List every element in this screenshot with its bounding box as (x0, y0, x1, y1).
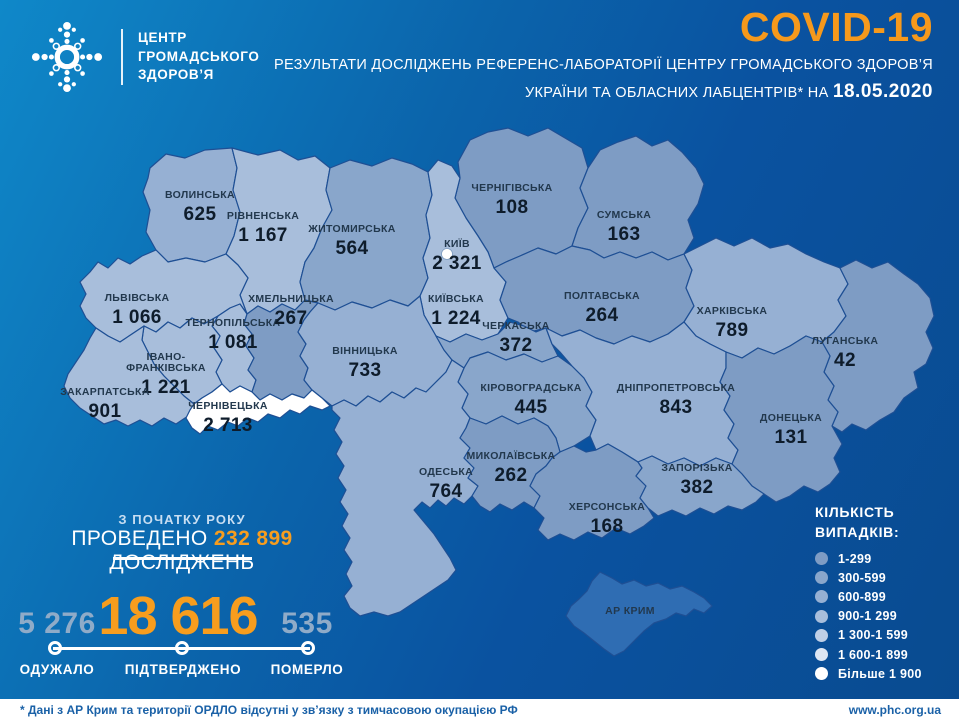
recovered-label: ОДУЖАЛО (19, 662, 95, 677)
stats-kicker: З ПОЧАТКУ РОКУ (118, 512, 246, 527)
legend-dot-icon (815, 552, 828, 566)
legend-items: 1-299 300-599 600-899 900-1 299 1 300-1 … (815, 549, 922, 683)
died-label: ПОМЕРЛО (270, 662, 344, 677)
kyiv-city-marker (441, 248, 453, 260)
brand-block: ЦЕНТР ГРОМАДСЬКОГО ЗДОРОВ’Я (30, 16, 259, 98)
report-date: 18.05.2020 (832, 80, 933, 102)
legend-item: 300-599 (815, 568, 922, 587)
legend-title: КІЛЬКІСТЬ ВИПАДКІВ: (815, 504, 900, 540)
legend-dot-icon (815, 609, 828, 623)
recovered-count: 5 276 (18, 607, 96, 640)
confirmed-label: ПІДТВЕРДЖЕНО (124, 662, 242, 677)
region-odeska (331, 359, 479, 617)
tests-count: 232 899 (213, 527, 293, 550)
region-chernivetska (185, 383, 331, 435)
legend-dot-icon (815, 667, 828, 681)
legend-item: 1 300-1 599 (815, 626, 922, 645)
region-zakarpatska (63, 325, 195, 427)
legend-dot-icon (815, 628, 828, 642)
region-mykolaivska (459, 415, 561, 513)
region-kharkivska (683, 237, 849, 359)
footer: * Дані з АР Крим та території ОРДЛО відс… (0, 699, 959, 720)
page-title: COVID-19 (739, 4, 933, 50)
legend-dot-icon (815, 648, 828, 662)
stats-divider (113, 557, 252, 560)
region-sumska (571, 135, 705, 261)
died-count: 535 (281, 607, 333, 640)
timeline-dot-confirmed (175, 641, 189, 655)
legend-item: 600-899 (815, 587, 922, 606)
header-subtitle: РЕЗУЛЬТАТИ ДОСЛІДЖЕНЬ РЕФЕРЕНС-ЛАБОРАТОР… (273, 57, 933, 102)
timeline-dot-died (301, 641, 315, 655)
tests-summary: ПРОВЕДЕНО 232 899 ДОСЛІДЖЕНЬ (71, 527, 293, 574)
legend-item: 1-299 (815, 549, 922, 568)
region-volynska (142, 147, 241, 263)
region-krym (565, 571, 713, 657)
legend-dot-icon (815, 590, 828, 604)
header: COVID-19 РЕЗУЛЬТАТИ ДОСЛІДЖЕНЬ РЕФЕРЕНС-… (274, 4, 933, 106)
brand-name: ЦЕНТР ГРОМАДСЬКОГО ЗДОРОВ’Я (138, 30, 260, 83)
legend-item: 1 600-1 899 (815, 645, 922, 664)
phc-logo-icon (31, 21, 103, 93)
confirmed-count: 18 616 (98, 586, 258, 646)
website-url: www.phc.org.ua (848, 702, 941, 717)
legend: КІЛЬКІСТЬ ВИПАДКІВ: 1-299 300-599 600-89… (815, 502, 922, 683)
region-donetska (719, 335, 843, 503)
region-khersonska (529, 443, 655, 541)
legend-item: Більше 1 900 (815, 664, 922, 683)
brand-divider (121, 29, 123, 85)
legend-item: 900-1 299 (815, 607, 922, 626)
region-zaporizka (635, 455, 765, 517)
legend-dot-icon (815, 571, 828, 585)
timeline-dot-recovered (48, 641, 62, 655)
footnote: * Дані з АР Крим та території ОРДЛО відс… (20, 702, 518, 717)
